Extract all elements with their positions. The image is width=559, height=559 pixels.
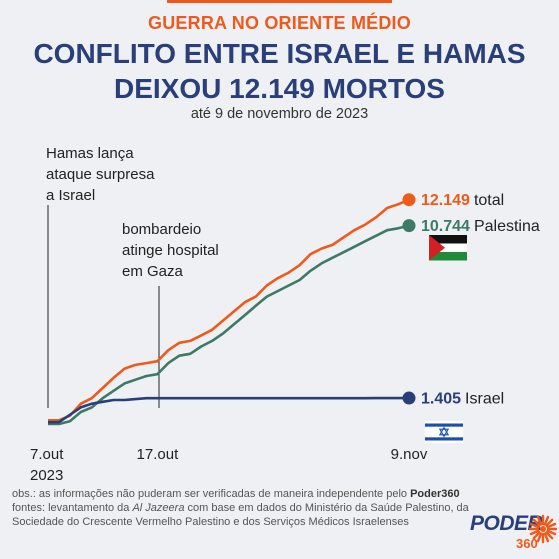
title-line-2: DEIXOU 12.149 MORTOS [114,73,445,104]
x-tick-label: 9.nov [391,446,428,463]
palestine-flag-icon [429,235,467,261]
obs-brand: Poder360 [410,488,460,500]
x-tick-label: 17.out [137,446,180,463]
title-line-1: CONFLITO ENTRE ISRAEL E HAMAS [33,38,526,69]
annotation-text: bombardeio [122,221,201,238]
logo-number: 360 [516,536,538,551]
end-label-name: Israel [465,391,504,408]
end-point [402,193,416,207]
x-tick-label: 7.out [30,446,64,463]
israel-flag-icon [425,421,463,443]
end-label-value: 1.405 [421,391,461,408]
annotation-text: Hamas lança [46,145,134,162]
end-label-value: 12.149 [421,192,470,209]
end-label: 12.149 total [421,192,504,209]
logo-burst-icon [528,514,558,544]
end-point [402,219,416,233]
sources-note: fontes: levantamento da Al Jazeera com b… [12,502,469,528]
series-line-total [48,198,410,422]
series-lines [48,198,410,426]
end-label-name: total [474,192,504,209]
subtitle: até 9 de novembro de 2023 [190,106,369,122]
flags [425,235,467,443]
series-line-palestina [48,224,410,426]
poder360-logo: PODER 360 [470,512,559,556]
top-bar [0,0,559,3]
page-title: CONFLITO ENTRE ISRAEL E HAMAS DEIXOU 12.… [0,36,559,106]
annotations: Hamas lança ataque surpresa a Israel bombar… [46,145,219,408]
kicker: GUERRA NO ORIENTE MÉDIO [148,13,411,33]
logo-word: PODER [470,512,543,535]
sources-outlet: Al Jazeera [132,502,185,514]
end-label: 10.744 Palestina [421,218,540,235]
line-chart: Hamas lança ataque surpresa a Israel bombar… [30,145,540,484]
annotation-text: ataque surpresa [46,166,155,183]
end-label-name: Palestina [474,218,540,235]
series-line-israel [48,396,409,424]
annotation-text: em Gaza [122,263,184,280]
annotation-text: atinge hospital [122,242,219,259]
x-tick-label: 2023 [30,467,63,484]
annotation-text: a Israel [46,187,95,204]
end-label: 1.405 Israel [421,391,504,408]
x-axis-ticks: 7.out 2023 17.out 9.nov [30,446,428,484]
end-label-value: 10.744 [421,218,470,235]
observation-note: obs.: as informações não puderam ser ver… [12,488,460,500]
end-point [402,391,416,405]
footnotes: obs.: as informações não puderam ser ver… [12,487,482,529]
top-accent-bar [167,0,392,3]
